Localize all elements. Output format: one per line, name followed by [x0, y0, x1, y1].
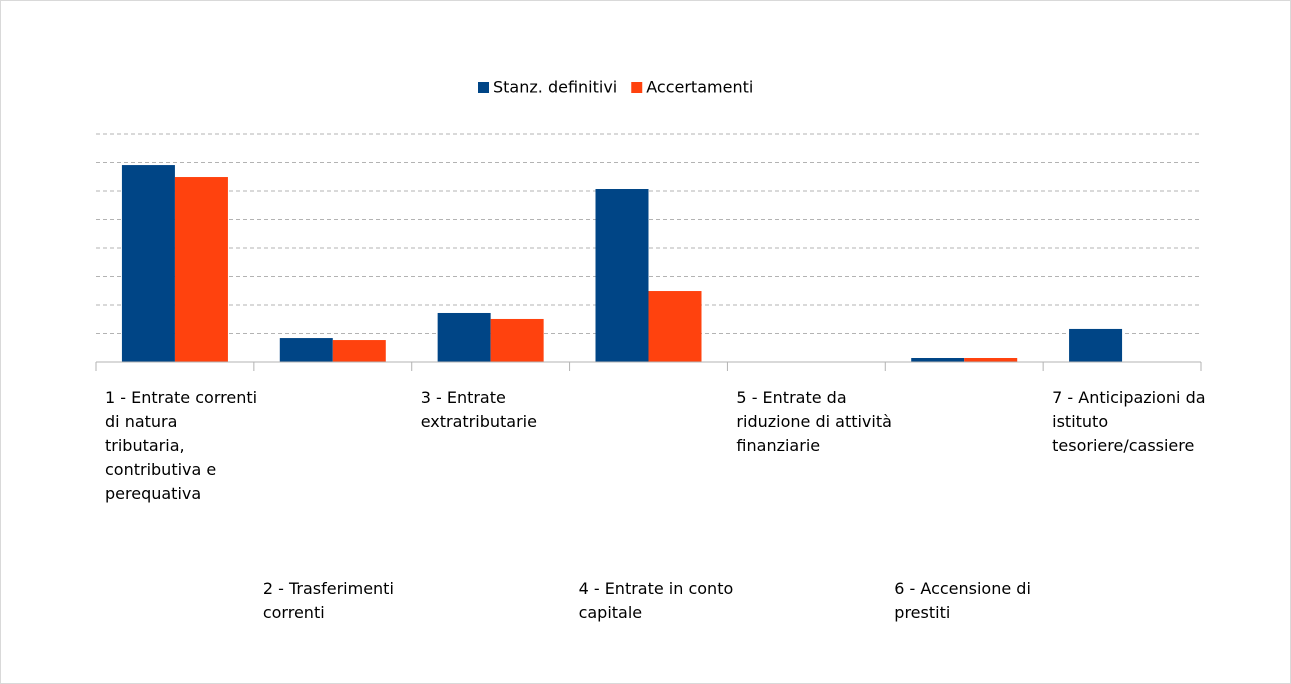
bar	[1069, 328, 1123, 362]
bar	[279, 338, 333, 362]
bar	[437, 312, 491, 362]
x-tick-label: 4 - Entrate in conto capitale	[578, 579, 734, 622]
bar	[964, 358, 1018, 362]
bar	[174, 177, 228, 362]
bar	[121, 165, 175, 362]
x-tick-label: 5 - Entrate da riduzione di attività fin…	[736, 388, 892, 455]
x-tick-label: 7 - Anticipazioni da istituto tesoriere/…	[1052, 388, 1206, 455]
x-tick-label: 3 - Entrate extratributarie	[420, 388, 537, 431]
legend-label: Stanz. definitivi	[493, 78, 617, 97]
bar	[490, 318, 544, 362]
bar	[648, 291, 702, 362]
legend-swatch	[631, 82, 643, 93]
x-tick-label: 6 - Accensione di prestiti	[894, 579, 1031, 622]
bar	[595, 189, 649, 362]
x-tick-label: 1 - Entrate correnti di natura tributari…	[105, 388, 258, 503]
legend-swatch	[478, 82, 489, 93]
bar	[332, 340, 386, 362]
x-tick-label: 2 - Trasferimenti correnti	[262, 579, 394, 622]
bar	[911, 358, 965, 362]
legend-label: Accertamenti	[646, 78, 753, 97]
